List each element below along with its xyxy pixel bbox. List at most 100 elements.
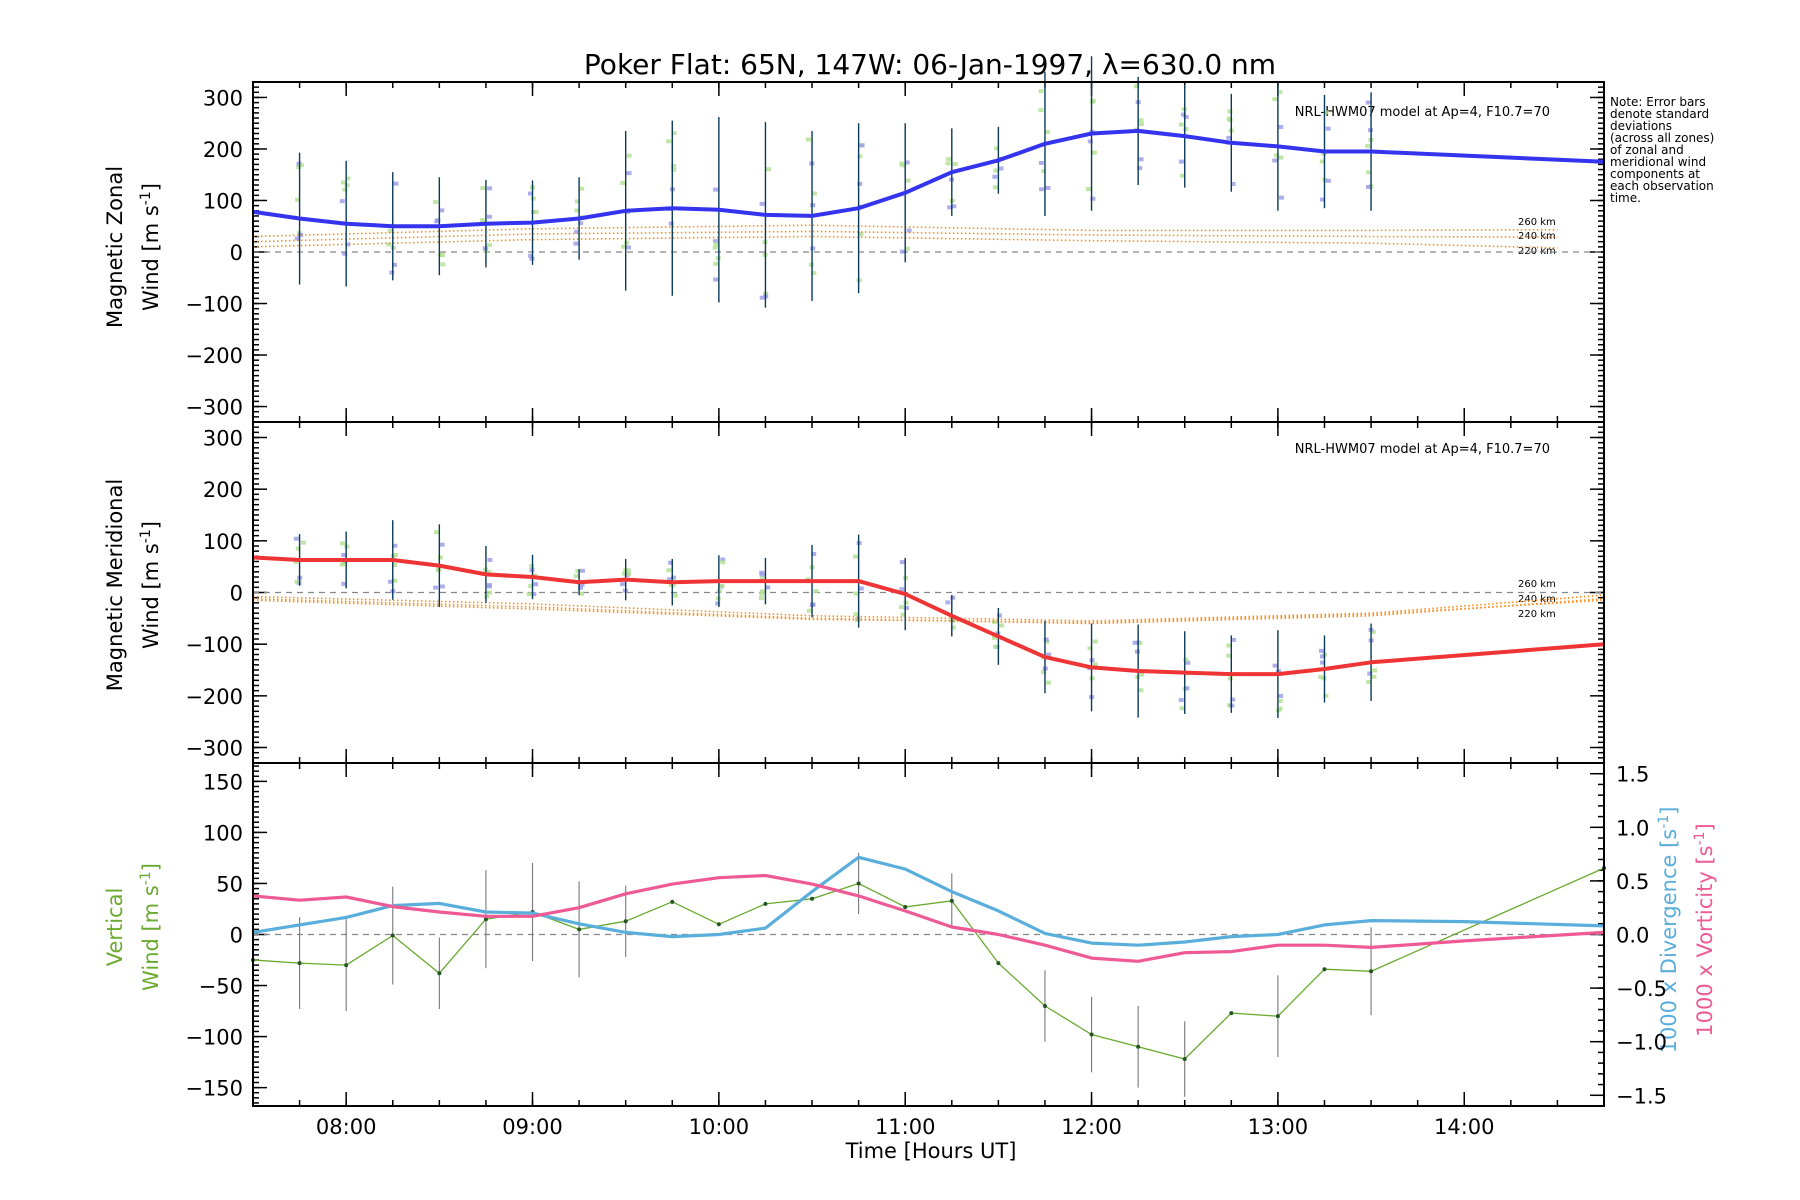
x-tick-label: 12:00 [1061, 1115, 1122, 1139]
meridional-wind-line [252, 555, 1605, 677]
zonal-sample-point [666, 139, 672, 144]
zonal-sample-point [439, 208, 445, 213]
zonal-sample-point [713, 187, 719, 192]
meridional-sample-point [1272, 663, 1278, 668]
zonal-sample-point [1274, 153, 1280, 158]
meridional-sample-point [853, 591, 859, 596]
vertical-panel: 150 100 50 0 −50 −100 −150 1.5 1.0 0.5 0.0 −0.5 −1.0… [185, 762, 1667, 1108]
x-axis-label: Time [Hours UT] [845, 1139, 1017, 1163]
zonal-panel: 300 200 100 0 −100 −200 −300 [185, 56, 1605, 423]
zonal-sample-point [482, 246, 488, 251]
vertical-wind-point [1089, 1032, 1094, 1037]
zonal-ylabel-2-end: ] [139, 183, 163, 191]
zonal-sample-point [1038, 89, 1044, 94]
zonal-sample-point [1045, 185, 1051, 190]
meridional-sample-point [853, 612, 859, 617]
meridional-model-curve-220km [252, 599, 1605, 624]
meridional-sample-point [388, 579, 394, 584]
note-line-5: of zonal and [1610, 143, 1684, 157]
zonal-sample-point [479, 218, 485, 223]
zonal-sample-point [1366, 170, 1372, 175]
zonal-ylabel-1: Magnetic Zonal [103, 166, 127, 328]
zonal-sample-point [993, 168, 999, 173]
meridional-sample-point [900, 612, 906, 617]
zonal-sample-point [440, 262, 446, 267]
zonal-sample-point [531, 210, 537, 215]
meridional-sample-point [1134, 649, 1140, 654]
zonal-model-label: NRL-HWM07 model at Ap=4, F10.7=70 [1295, 105, 1550, 120]
meridional-sample-point [1230, 697, 1236, 702]
zonal-sample-point [811, 270, 817, 275]
zonal-sample-point [671, 167, 677, 172]
zonal-sample-point [386, 242, 392, 247]
vertical-wind-point [810, 896, 815, 901]
zonal-y-tick-label: −100 [185, 293, 243, 317]
zonal-sample-point [393, 181, 399, 186]
zonal-sample-point [298, 163, 304, 168]
zonal-sample-point [574, 229, 580, 234]
zonal-sample-point [1226, 135, 1232, 140]
zonal-ylabel-2-text: Wind [m s [139, 205, 163, 311]
x-tick-label: 13:00 [1248, 1115, 1309, 1139]
zonal-sample-point [298, 232, 304, 237]
meridional-sample-point [1185, 660, 1191, 665]
zonal-wind-line [252, 128, 1605, 229]
meridional-sample-point [1132, 640, 1138, 645]
meridional-sample-point [1367, 671, 1373, 676]
meridional-sample-point [484, 594, 490, 599]
right-y-tick-label: 1.5 [1616, 763, 1649, 787]
meridional-sample-point [715, 601, 721, 606]
meridional-sample-point [1278, 693, 1284, 698]
meridional-sample-point [1139, 672, 1145, 677]
vertical-wind-point [903, 904, 908, 909]
vertical-wind-point [577, 927, 582, 932]
zonal-sample-point [578, 221, 584, 226]
vertical-wind-point [1229, 1011, 1234, 1016]
zonal-sample-point [671, 131, 677, 136]
zonal-sample-point [1227, 118, 1233, 123]
zonal-sample-point [339, 199, 345, 204]
zonal-sample-point [1227, 109, 1233, 114]
meridional-sample-point [341, 553, 347, 558]
meridional-sample-point [758, 596, 764, 601]
vertical-ylabel-2-end: ] [139, 863, 163, 871]
meridional-sample-point [1227, 676, 1233, 681]
meridional-sample-point [392, 562, 398, 567]
zonal-sample-point [1133, 84, 1139, 89]
meridional-sample-point [1183, 657, 1189, 662]
zonal-sample-point [487, 186, 493, 191]
zonal-y-tick-label: −300 [185, 396, 243, 420]
zonal-sample-point [899, 161, 905, 166]
zonal-sample-point [946, 157, 952, 162]
meridional-sample-point [1318, 648, 1324, 653]
meridional-sample-point [1366, 679, 1372, 684]
zonal-sample-point [947, 205, 953, 210]
vertical-y-tick-label: 150 [203, 770, 243, 794]
vertical-frame [252, 762, 1605, 1107]
meridional-sample-point [759, 591, 765, 596]
meridional-sample-point [1226, 653, 1232, 658]
zonal-sample-point [1183, 115, 1189, 120]
meridional-sample-point [528, 584, 534, 589]
meridional-model-curve-260km [252, 594, 1605, 622]
zonal-sample-point [1278, 155, 1284, 160]
meridional-sample-point [439, 542, 445, 547]
divergence-ylabel-end: ] [1657, 807, 1681, 815]
meridional-sample-point [578, 585, 584, 590]
zonal-sample-point [1366, 184, 1372, 189]
zonal-sample-point [1038, 160, 1044, 165]
note-line-8: each observation [1610, 179, 1714, 193]
zonal-sample-point [1038, 108, 1044, 113]
meridional-ylabel-2-text: Wind [m s [139, 543, 163, 649]
vertical-wind-point [483, 917, 488, 922]
zonal-sample-point [438, 253, 444, 258]
meridional-y-tick-label: 100 [203, 530, 243, 554]
vertical-y-tick-label: 0 [230, 924, 243, 948]
zonal-sample-point [904, 246, 910, 251]
zonal-sample-point [620, 180, 626, 185]
meridional-sample-point [720, 557, 726, 562]
meridional-sample-point [619, 582, 625, 587]
x-tick-label: 08:00 [316, 1115, 377, 1139]
divergence-ylabel: 1000 x Divergence [s-1] [1656, 807, 1681, 1054]
vorticity-ylabel-end: ] [1693, 823, 1717, 831]
